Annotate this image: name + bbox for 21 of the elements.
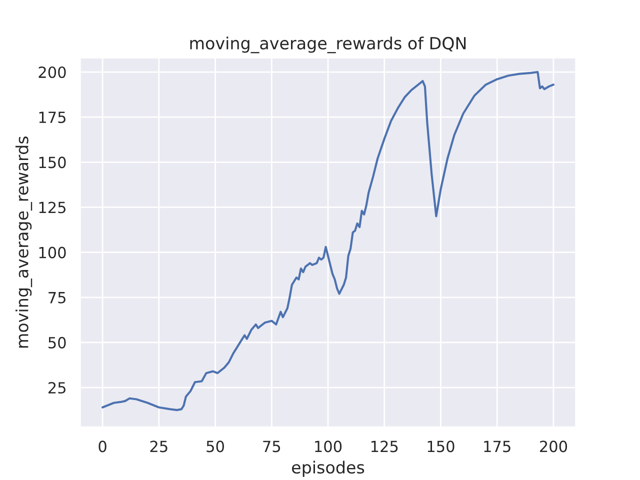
y-tick-label: 100	[39, 246, 66, 258]
chart-title: moving_average_rewards of DQN	[190, 36, 466, 54]
x-tick-label: 50	[206, 440, 224, 452]
x-tick-label: 0	[98, 440, 106, 452]
line-series	[102, 70, 554, 412]
y-tick-label: 75	[48, 292, 66, 304]
y-tick-label: 50	[48, 336, 66, 348]
x-tick-label: 150	[428, 440, 454, 452]
y-tick-label: 175	[39, 112, 66, 124]
x-tick-label: 100	[315, 440, 342, 452]
x-axis-title: episodes	[292, 460, 364, 477]
x-tick-label: 25	[150, 440, 168, 452]
x-tick-label: 175	[484, 440, 510, 452]
y-tick-label: 125	[39, 202, 66, 214]
x-tick-label: 75	[263, 440, 280, 452]
y-axis-title: moving_average_rewards	[15, 136, 32, 348]
x-tick-label: 200	[540, 440, 568, 452]
y-tick-label: 25	[48, 382, 66, 394]
y-tick-label: 200	[38, 66, 66, 78]
y-tick-label: 150	[39, 156, 66, 168]
x-tick-label: 125	[371, 440, 398, 452]
